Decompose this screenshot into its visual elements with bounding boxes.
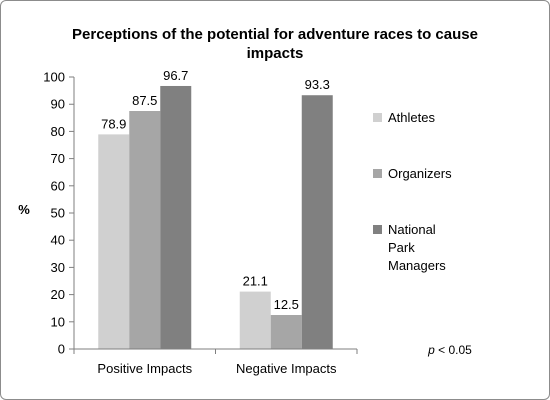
y-tick-label: 100 xyxy=(43,70,65,85)
axes xyxy=(69,77,357,350)
data-label: 96.7 xyxy=(163,68,188,83)
y-tick-label: 60 xyxy=(51,178,65,193)
data-label: 78.9 xyxy=(101,116,126,131)
bar xyxy=(98,134,130,349)
bar xyxy=(301,95,333,349)
y-tick-label: 10 xyxy=(51,314,65,329)
chart-title-line-1: Perceptions of the potential for adventu… xyxy=(72,26,478,43)
data-label: 21.1 xyxy=(243,274,268,289)
data-labels: 78.9 87.5 96.7 21.1 12.5 93.3 xyxy=(101,68,330,312)
data-label: 93.3 xyxy=(305,77,330,92)
bar xyxy=(129,111,161,349)
bars xyxy=(98,85,333,349)
y-tick-label: 40 xyxy=(51,233,65,248)
x-axis-ticks: Positive Impacts Negative Impacts xyxy=(73,349,358,376)
y-axis-label: % xyxy=(18,202,30,217)
y-tick-label: 80 xyxy=(51,124,65,139)
legend: Athletes Organizers National Park Managers xyxy=(373,110,452,273)
y-tick-label: 50 xyxy=(51,206,65,221)
bar xyxy=(160,85,192,349)
y-axis-ticks: 0 10 20 30 40 50 60 70 80 90 100 xyxy=(43,70,74,357)
y-tick-label: 0 xyxy=(58,342,65,357)
x-tick-label: Positive Impacts xyxy=(97,361,192,376)
significance-note: p < 0.05 xyxy=(427,343,472,357)
x-tick-label: Negative Impacts xyxy=(236,361,337,376)
legend-swatch xyxy=(373,225,382,234)
legend-label: National Park Managers xyxy=(388,222,446,273)
chart-title: Perceptions of the potential for adventu… xyxy=(72,26,478,62)
y-tick-label: 30 xyxy=(51,260,65,275)
data-label: 12.5 xyxy=(274,297,299,312)
chart-title-line-2: impacts xyxy=(247,45,304,62)
legend-label: Athletes xyxy=(388,110,435,125)
legend-swatch xyxy=(373,169,382,178)
bar xyxy=(270,315,302,349)
y-tick-label: 70 xyxy=(51,151,65,166)
legend-swatch xyxy=(373,113,382,122)
y-tick-label: 90 xyxy=(51,97,65,112)
bar xyxy=(239,291,271,349)
legend-label: Organizers xyxy=(388,166,452,181)
y-tick-label: 20 xyxy=(51,287,65,302)
data-label: 87.5 xyxy=(132,93,157,108)
